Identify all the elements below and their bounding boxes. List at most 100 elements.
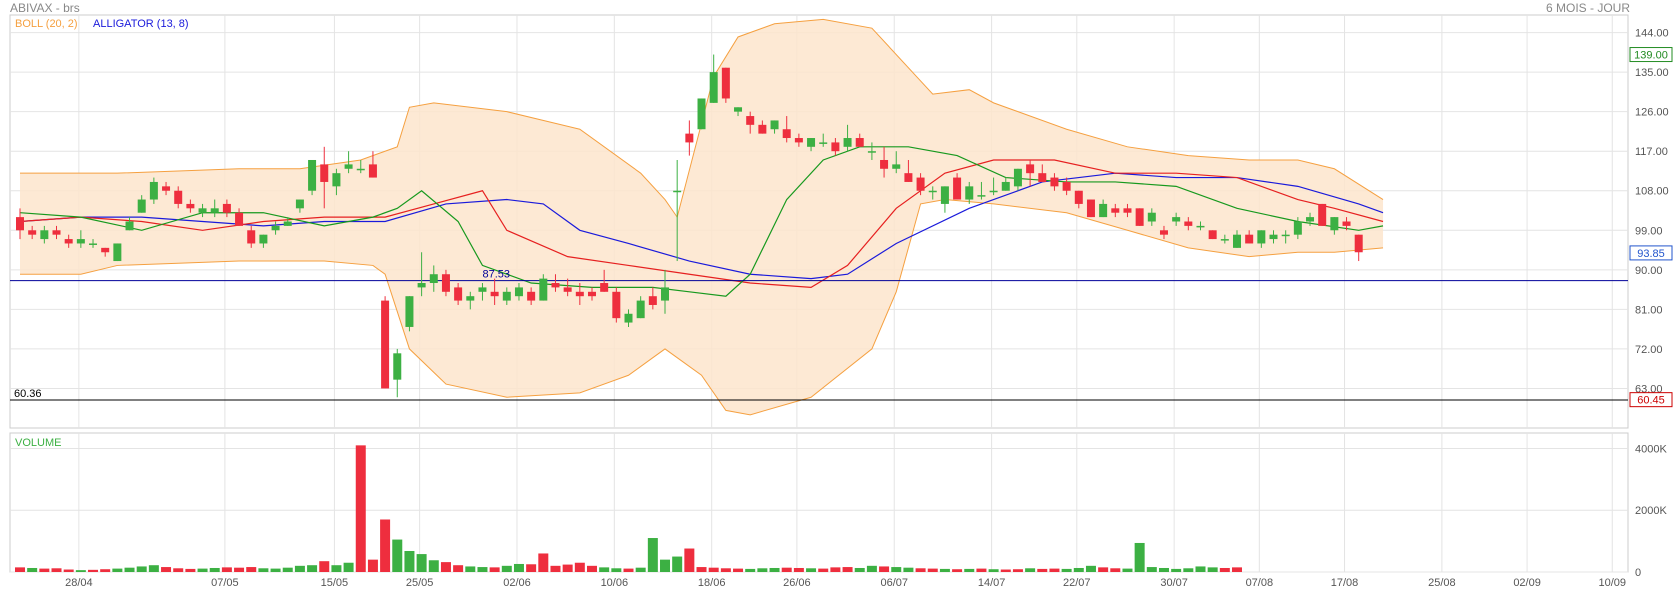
x-tick-label: 30/07 bbox=[1160, 577, 1188, 589]
x-tick-label: 10/09 bbox=[1599, 577, 1627, 589]
candle-body bbox=[1269, 234, 1278, 240]
reference-line-label: 60.36 bbox=[14, 388, 42, 400]
candle-body bbox=[1208, 230, 1217, 240]
volume-bar bbox=[939, 568, 950, 572]
volume-bar bbox=[392, 539, 403, 572]
volume-bar bbox=[1183, 568, 1194, 572]
candle-body bbox=[965, 186, 974, 200]
volume-bar bbox=[1012, 569, 1023, 572]
candle-body bbox=[1147, 212, 1156, 222]
volume-bar bbox=[696, 567, 707, 572]
candle-body bbox=[222, 203, 231, 213]
candle-body bbox=[807, 138, 816, 147]
volume-bar bbox=[647, 538, 658, 572]
price-badge-box bbox=[1629, 245, 1673, 261]
volume-bar bbox=[550, 565, 561, 572]
volume-bar bbox=[88, 569, 99, 572]
candle-body bbox=[1123, 208, 1132, 213]
candle-body bbox=[247, 230, 256, 244]
candle-body bbox=[539, 278, 548, 301]
volume-bar bbox=[112, 568, 123, 572]
volume-bar bbox=[477, 567, 488, 572]
volume-bar bbox=[124, 567, 135, 572]
price-badge-label: 139.00 bbox=[1634, 50, 1668, 62]
y-tick-label: 81.00 bbox=[1635, 304, 1663, 316]
candle-body bbox=[1318, 203, 1327, 226]
volume-bar bbox=[1232, 567, 1242, 572]
volume-tick-label: 0 bbox=[1635, 567, 1641, 579]
candle-body bbox=[1013, 168, 1022, 187]
volume-bar bbox=[1146, 567, 1157, 572]
volume-bar bbox=[1098, 567, 1109, 572]
candle-body bbox=[880, 159, 889, 169]
bollinger-band bbox=[20, 18, 1384, 416]
candle-body bbox=[1099, 203, 1108, 218]
x-tick-label: 26/06 bbox=[783, 577, 811, 589]
candle-body bbox=[1172, 217, 1181, 222]
volume-bar bbox=[976, 568, 987, 572]
volume-bars bbox=[15, 445, 1242, 572]
candle-body bbox=[283, 221, 292, 226]
candle-body bbox=[587, 291, 596, 297]
candle-body bbox=[52, 230, 61, 235]
candle-body bbox=[721, 67, 730, 99]
volume-bar bbox=[51, 568, 62, 572]
candle-body bbox=[892, 164, 901, 169]
candle-body bbox=[1086, 199, 1095, 218]
candle-body bbox=[648, 296, 657, 305]
candle-body bbox=[1330, 217, 1339, 231]
candle-body bbox=[40, 230, 49, 240]
volume-tick-label: 2000K bbox=[1635, 505, 1667, 517]
candle-body bbox=[1245, 234, 1254, 244]
volume-bar bbox=[684, 548, 695, 572]
volume-bar bbox=[757, 568, 768, 572]
volume-bar bbox=[453, 565, 464, 572]
candle-body bbox=[697, 98, 706, 130]
y-tick-label: 117.00 bbox=[1635, 146, 1668, 158]
candle-body bbox=[855, 138, 864, 147]
x-tick-label: 18/06 bbox=[698, 577, 726, 589]
candle-body bbox=[332, 173, 341, 187]
price-panel-border bbox=[9, 14, 1629, 429]
candles bbox=[16, 54, 1363, 398]
volume-bar bbox=[161, 567, 172, 572]
volume-bar bbox=[319, 561, 330, 572]
candle-body bbox=[636, 300, 645, 319]
volume-bar bbox=[343, 562, 354, 572]
volume-bar bbox=[136, 566, 147, 572]
volume-bar bbox=[964, 568, 975, 572]
bollinger-lower-line bbox=[20, 199, 1384, 416]
candle-body bbox=[454, 287, 463, 301]
axes: 28/04 07/05 15/05 25/05 02/06 10/06 18/06 26/06… bbox=[65, 28, 1673, 589]
legend-volume: VOLUME bbox=[15, 437, 61, 449]
candle-body bbox=[28, 230, 37, 235]
candle-body bbox=[831, 142, 840, 152]
y-tick-label: 108.00 bbox=[1635, 186, 1669, 198]
volume-bar bbox=[428, 560, 439, 572]
candle-body bbox=[746, 116, 755, 125]
candle-body bbox=[1281, 234, 1290, 237]
volume-bar bbox=[733, 568, 744, 572]
volume-bar bbox=[416, 554, 427, 572]
volume-bar bbox=[586, 565, 597, 572]
legend-boll: BOLL (20, 2) bbox=[15, 18, 78, 30]
volume-bar bbox=[1195, 566, 1206, 572]
volume-bar bbox=[927, 568, 938, 572]
candle-body bbox=[1074, 190, 1083, 204]
candle-body bbox=[1233, 234, 1241, 248]
volume-bar bbox=[404, 550, 415, 572]
x-tick-label: 25/08 bbox=[1428, 577, 1456, 589]
volume-bar bbox=[63, 569, 74, 572]
volume-bar bbox=[745, 568, 756, 572]
volume-bar bbox=[234, 567, 245, 572]
candle-body bbox=[843, 138, 852, 147]
y-tick-label: 126.00 bbox=[1635, 107, 1669, 119]
volume-bar bbox=[891, 567, 902, 572]
candle-body bbox=[16, 217, 24, 231]
candle-body bbox=[381, 300, 390, 389]
volume-bar bbox=[1122, 568, 1133, 572]
x-tick-label: 02/09 bbox=[1513, 577, 1541, 589]
volume-bar bbox=[1061, 568, 1072, 572]
candle-body bbox=[259, 234, 268, 244]
candle-body bbox=[819, 142, 828, 144]
